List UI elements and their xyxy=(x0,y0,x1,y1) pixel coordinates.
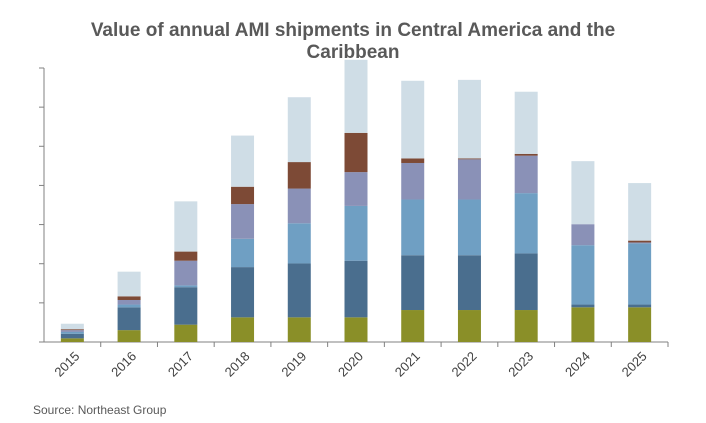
bar-segment-2015-series-6 xyxy=(60,323,84,330)
bar-segment-2018-series-2 xyxy=(231,267,255,318)
bar-segment-2022-series-1 xyxy=(457,310,481,342)
bar-segment-2015-series-4 xyxy=(60,330,84,332)
bar-segment-2016-series-2 xyxy=(117,307,141,331)
bar-segment-2020-series-2 xyxy=(344,260,368,318)
bar-segment-2022-series-5 xyxy=(457,158,481,160)
bar-segment-2020-series-5 xyxy=(344,132,368,173)
bar-segment-2020-series-1 xyxy=(344,317,368,342)
bar-segment-2021-series-6 xyxy=(401,80,425,159)
bar-segment-2023-series-3 xyxy=(514,193,538,254)
x-tick-label-2017: 2017 xyxy=(165,349,196,380)
x-tick-label-2021: 2021 xyxy=(392,349,423,380)
x-tick-label-2024: 2024 xyxy=(562,349,593,380)
chart-title: Value of annual AMI shipments in Central… xyxy=(0,20,706,64)
bar-segment-2016-series-1 xyxy=(117,330,141,342)
x-tick-label-2020: 2020 xyxy=(335,349,366,380)
x-tick-label-2016: 2016 xyxy=(108,349,139,380)
bar-segment-2019-series-2 xyxy=(287,263,311,318)
bar-segment-2023-series-2 xyxy=(514,253,538,311)
bar-segment-2023-series-5 xyxy=(514,153,538,156)
bar-segment-2023-series-1 xyxy=(514,310,538,342)
bar-segment-2016-series-3 xyxy=(117,304,141,308)
bar-segment-2023-series-4 xyxy=(514,155,538,194)
bar-segment-2017-series-1 xyxy=(174,324,198,342)
x-tick-label-2023: 2023 xyxy=(505,349,536,380)
bar-segment-2022-series-3 xyxy=(457,199,481,256)
bar-segment-2020-series-6 xyxy=(344,59,368,133)
bar-segment-2019-series-1 xyxy=(287,317,311,342)
bar-segment-2018-series-4 xyxy=(231,204,255,239)
bar-segment-2019-series-6 xyxy=(287,97,311,163)
bar-segment-2015-series-1 xyxy=(60,338,84,342)
bar-segment-2018-series-1 xyxy=(231,317,255,342)
bar-segment-2019-series-5 xyxy=(287,162,311,189)
bar-segment-2017-series-2 xyxy=(174,287,198,325)
bar-segment-2019-series-3 xyxy=(287,223,311,264)
bar-segment-2017-series-5 xyxy=(174,251,198,261)
x-tick-label-2018: 2018 xyxy=(222,349,253,380)
bar-segment-2021-series-2 xyxy=(401,255,425,311)
bar-segment-2017-series-3 xyxy=(174,285,198,288)
bar-segment-2021-series-4 xyxy=(401,162,425,200)
bar-segment-2025-series-2 xyxy=(628,304,652,308)
x-tick-label-2022: 2022 xyxy=(449,349,480,380)
bar-segment-2025-series-5 xyxy=(628,240,652,243)
bar-segment-2021-series-1 xyxy=(401,310,425,342)
bar-segment-2022-series-4 xyxy=(457,159,481,200)
chart-title-line-2: Caribbean xyxy=(306,42,400,63)
source-note: Source: Northeast Group xyxy=(33,403,167,417)
bar-segment-2017-series-4 xyxy=(174,260,198,286)
bar-segment-2024-series-1 xyxy=(571,307,595,342)
bar-segment-2022-series-6 xyxy=(457,79,481,159)
bar-segment-2025-series-3 xyxy=(628,243,652,305)
bar-segment-2024-series-6 xyxy=(571,161,595,225)
bar-segment-2016-series-4 xyxy=(117,299,141,305)
bar-segment-2024-series-4 xyxy=(571,224,595,246)
bar-segment-2021-series-5 xyxy=(401,158,425,163)
bar-segment-2022-series-2 xyxy=(457,255,481,311)
bar-segment-2018-series-5 xyxy=(231,186,255,205)
bar-segment-2015-series-2 xyxy=(60,333,84,339)
chart-title-line-1: Value of annual AMI shipments in Central… xyxy=(90,20,616,41)
x-tick-label-2019: 2019 xyxy=(278,349,309,380)
bar-segment-2024-series-3 xyxy=(571,245,595,305)
bar-segment-2017-series-6 xyxy=(174,201,198,252)
bar-segment-2016-series-5 xyxy=(117,296,141,300)
bar-segment-2025-series-4 xyxy=(628,242,652,244)
bar-segment-2015-series-5 xyxy=(60,329,84,331)
bar-segment-2015-series-3 xyxy=(60,331,84,334)
x-tick-label-2025: 2025 xyxy=(619,349,650,380)
bar-segment-2023-series-6 xyxy=(514,91,538,154)
bar-segment-2025-series-1 xyxy=(628,307,652,342)
bar-segment-2021-series-3 xyxy=(401,199,425,256)
bar-segment-2018-series-3 xyxy=(231,238,255,268)
bar-segment-2020-series-4 xyxy=(344,172,368,206)
bar-segment-2024-series-2 xyxy=(571,304,595,308)
bar-segment-2025-series-6 xyxy=(628,183,652,241)
bar-segment-2018-series-6 xyxy=(231,135,255,187)
bar-segment-2016-series-6 xyxy=(117,271,141,297)
x-tick-label-2015: 2015 xyxy=(51,349,82,380)
bar-segment-2020-series-3 xyxy=(344,205,368,261)
bar-segment-2019-series-4 xyxy=(287,188,311,224)
